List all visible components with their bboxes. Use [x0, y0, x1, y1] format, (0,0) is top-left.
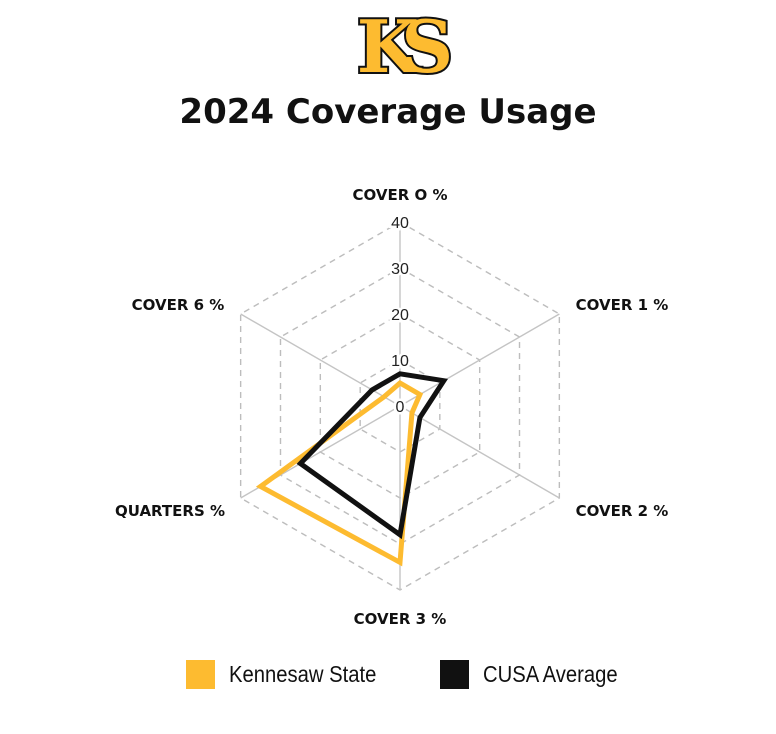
legend-label: CUSA Average	[483, 661, 618, 687]
radial-tick-labels: 0 10 20 30 40	[389, 213, 412, 419]
radar-series	[255, 371, 449, 567]
axis-label: COVER O %	[353, 186, 448, 204]
axis-spoke	[399, 405, 560, 499]
axis-label: QUARTERS %	[115, 502, 225, 520]
legend-swatch	[186, 660, 215, 689]
tick-label: 30	[391, 261, 409, 278]
axis-label: COVER 6 %	[132, 296, 225, 314]
series-kennesaw-state	[255, 379, 424, 567]
legend-item-cusa-average: CUSA Average	[440, 660, 636, 689]
kennesaw-state-logo-icon: KS	[355, 2, 470, 91]
legend: Kennesaw State CUSA Average	[0, 660, 776, 700]
axis-spoke	[399, 313, 560, 407]
axis-label: COVER 1 %	[576, 296, 669, 314]
legend-swatch	[440, 660, 469, 689]
axis-label: COVER 3 %	[354, 610, 447, 628]
legend-item-kennesaw-state: Kennesaw State	[186, 660, 397, 689]
tick-label: 40	[391, 215, 409, 232]
tick-label: 10	[391, 353, 409, 370]
legend-label: Kennesaw State	[229, 661, 377, 687]
axis-label: COVER 2 %	[576, 502, 669, 520]
tick-label: 0	[396, 399, 405, 416]
axis-labels: COVER O % COVER 1 % COVER 2 % COVER 3 % QUAR…	[115, 186, 668, 628]
chart-title: 2024 Coverage Usage	[179, 92, 597, 132]
axis-spoke	[240, 313, 401, 407]
series-cusa-average	[296, 371, 449, 540]
svg-text:KS: KS	[357, 4, 450, 89]
tick-label: 20	[391, 307, 409, 324]
